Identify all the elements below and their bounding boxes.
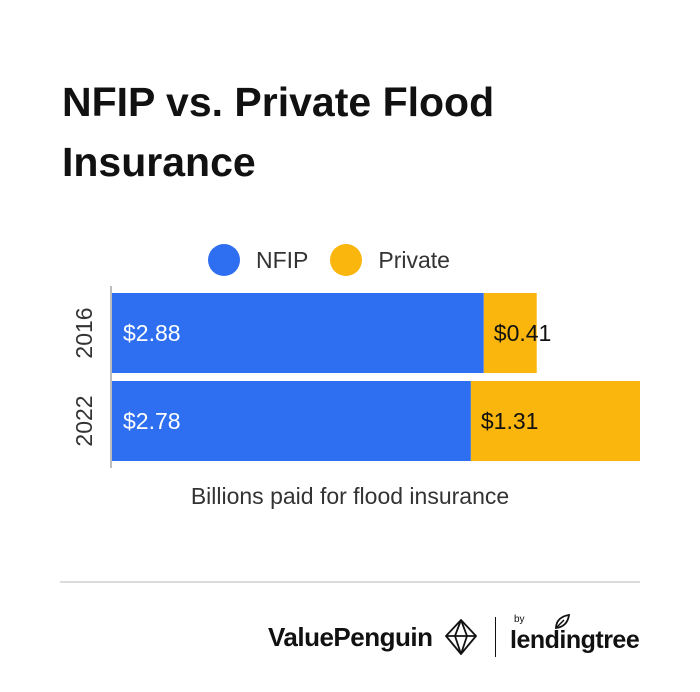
legend-swatch-private	[330, 244, 363, 276]
data-label-nfip-2022: $2.78	[123, 408, 181, 434]
legend: NFIP Private	[208, 244, 472, 276]
data-label-nfip-2016: $2.88	[123, 320, 181, 346]
by-text: by	[514, 614, 525, 625]
x-axis-label: Billions paid for flood insurance	[190, 483, 510, 509]
lendingtree-wordmark: lendingtree	[510, 626, 640, 654]
legend-item-private: Private	[330, 244, 450, 276]
brand-separator	[494, 617, 496, 657]
bar-private-2022	[470, 381, 640, 461]
valuepenguin-wordmark: ValuePenguin	[268, 621, 433, 652]
leaf-icon	[555, 614, 570, 630]
legend-swatch-nfip	[208, 244, 240, 276]
legend-label-nfip: NFIP	[256, 246, 309, 273]
bar-private-2016	[483, 293, 537, 373]
data-label-private-2022: $1.31	[481, 408, 539, 434]
data-label-private-2016: $0.41	[494, 320, 552, 346]
bar-nfip-2016	[112, 293, 484, 373]
y-tick-label-2022: 2022	[71, 395, 97, 446]
penguin-logo-icon	[444, 619, 477, 655]
footer-divider	[60, 581, 640, 583]
footer-branding: ValuePenguin by lendingtree	[268, 612, 640, 662]
bar-nfip-2022	[112, 381, 471, 461]
legend-label-private: Private	[378, 246, 450, 273]
y-tick-label-2016: 2016	[71, 307, 97, 358]
lendingtree-logo: by lendingtree	[510, 612, 640, 662]
bar-chart: $2.88 $0.41 2016 $2.78 $1.31 2022	[71, 286, 640, 468]
chart-title: NFIP vs. Private Flood Insurance	[62, 79, 495, 185]
legend-item-nfip: NFIP	[208, 244, 308, 276]
